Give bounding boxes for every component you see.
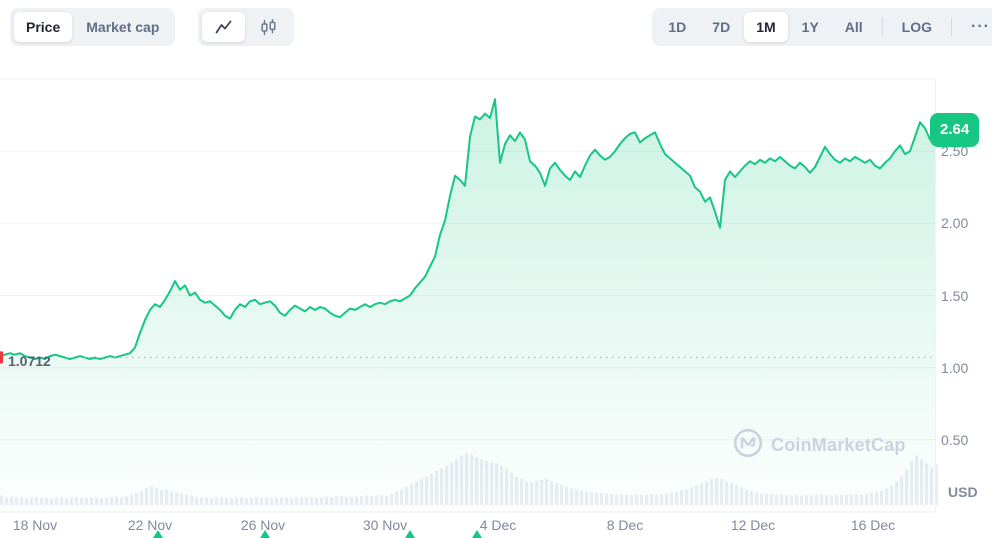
range-button-1m[interactable]: 1M [744,12,788,42]
event-marker-icon[interactable] [405,530,415,538]
open-price-label: 1.0712 [8,353,51,370]
x-axis-tick: 26 Nov [240,517,286,533]
area-fill [0,99,935,512]
x-axis-tick: 22 Nov [127,517,173,533]
more-options-button[interactable]: ··· [959,12,992,42]
x-axis-tick: 18 Nov [12,517,58,533]
log-scale-button[interactable]: LOG [901,19,933,35]
divider [881,18,883,36]
current-price-badge: 2.64 [930,112,980,147]
watermark-text: CoinMarketCap [771,435,906,455]
currency-label: USD [948,484,978,500]
event-marker-icon[interactable] [472,530,482,538]
range-button-1y[interactable]: 1Y [801,19,819,35]
candles-icon [259,18,278,37]
zigzag-line-icon [214,18,233,37]
range-button-1d[interactable]: 1D [668,19,687,35]
y-axis-tick: 0.50 [941,431,969,448]
y-axis-tick: 1.50 [941,287,969,304]
range-toggle-group: 1D 7D 1M 1Y All LOG ··· [652,8,992,46]
x-axis-tick: 16 Dec [850,517,896,533]
coinmarketcap-logo-icon [733,428,763,463]
y-axis-tick: 2.00 [941,215,969,232]
range-button-all[interactable]: All [844,19,863,35]
x-axis-tick: 30 Nov [362,517,408,533]
divider [951,18,953,36]
x-axis-tick: 8 Dec [606,517,644,533]
price-tab[interactable]: Price [14,12,73,42]
market-cap-tab[interactable]: Market cap [86,19,160,35]
watermark: CoinMarketCap [733,428,906,463]
line-chart-button[interactable] [202,12,245,42]
y-axis-tick: 2.50 [941,143,969,160]
metric-toggle-group: Price Market cap [10,8,176,46]
range-button-7d[interactable]: 7D [712,19,731,35]
event-marker-icon[interactable] [260,530,270,538]
open-price-line [0,351,935,364]
price-line [0,98,936,360]
candlestick-chart-button[interactable] [247,12,290,42]
x-axis-tick: 12 Dec [730,517,776,533]
price-series [0,98,936,512]
x-axis-tick: 4 Dec [479,517,517,533]
chart-type-toggle-group [198,8,294,46]
y-axis-tick: 1.00 [941,359,969,376]
open-price-red-tick [0,351,3,364]
event-marker-icon[interactable] [153,530,163,538]
ellipsis-icon: ··· [971,18,990,35]
